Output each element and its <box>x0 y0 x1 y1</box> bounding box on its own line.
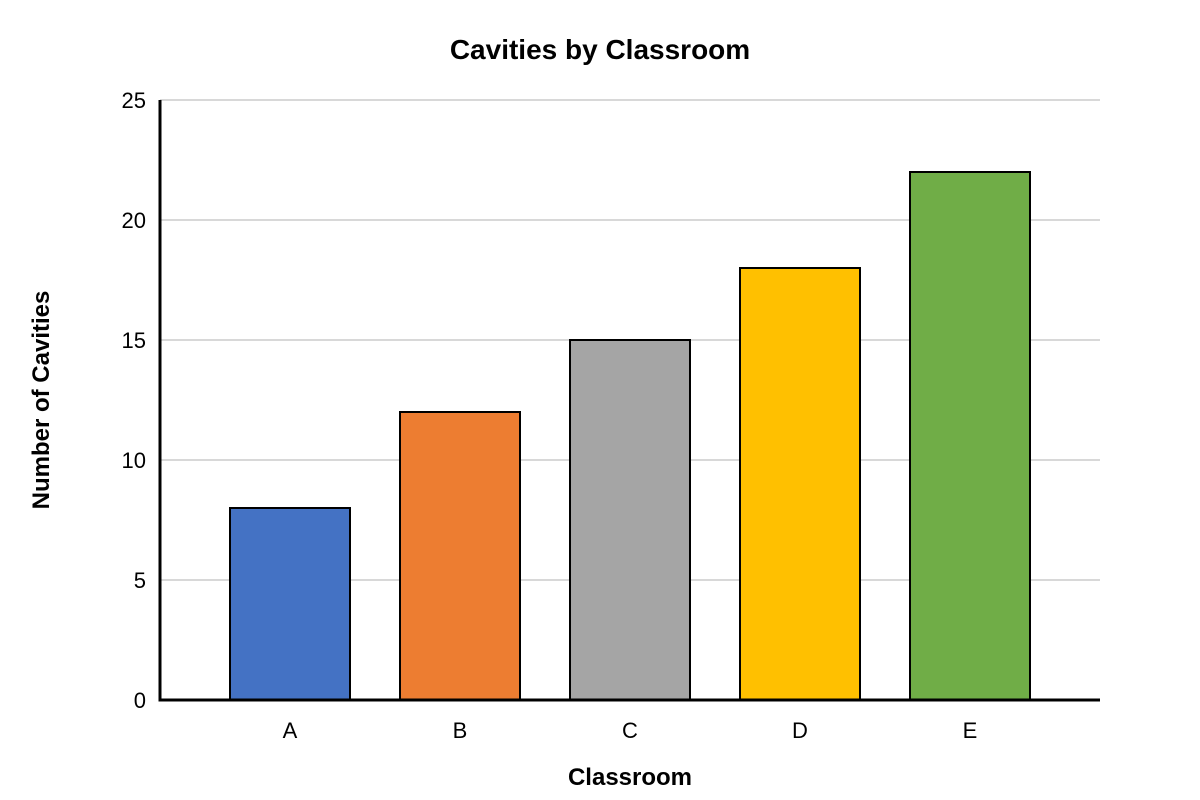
x-tick-label: A <box>283 718 298 743</box>
y-tick-label: 20 <box>122 208 146 233</box>
bar-b <box>399 411 521 701</box>
y-tick-label: 0 <box>134 688 146 713</box>
axes <box>158 100 1100 702</box>
x-tick-label: D <box>792 718 808 743</box>
bar-d <box>739 267 861 701</box>
bar-a <box>229 507 351 701</box>
y-tick-label: 10 <box>122 448 146 473</box>
chart-title: Cavities by Classroom <box>450 34 750 65</box>
y-axis-title: Number of Cavities <box>28 291 55 510</box>
bars <box>229 171 1031 701</box>
y-tick-label: 15 <box>122 328 146 353</box>
y-tick-label: 5 <box>134 568 146 593</box>
x-tick-label: C <box>622 718 638 743</box>
x-tick-label: B <box>453 718 468 743</box>
x-axis-title: Classroom <box>568 764 692 791</box>
x-tick-labels: A B C D E <box>283 718 978 743</box>
bar-c <box>569 339 691 701</box>
y-tick-labels: 0 5 10 15 20 25 <box>122 88 146 713</box>
bar-e <box>909 171 1031 701</box>
x-tick-label: E <box>963 718 978 743</box>
y-tick-label: 25 <box>122 88 146 113</box>
